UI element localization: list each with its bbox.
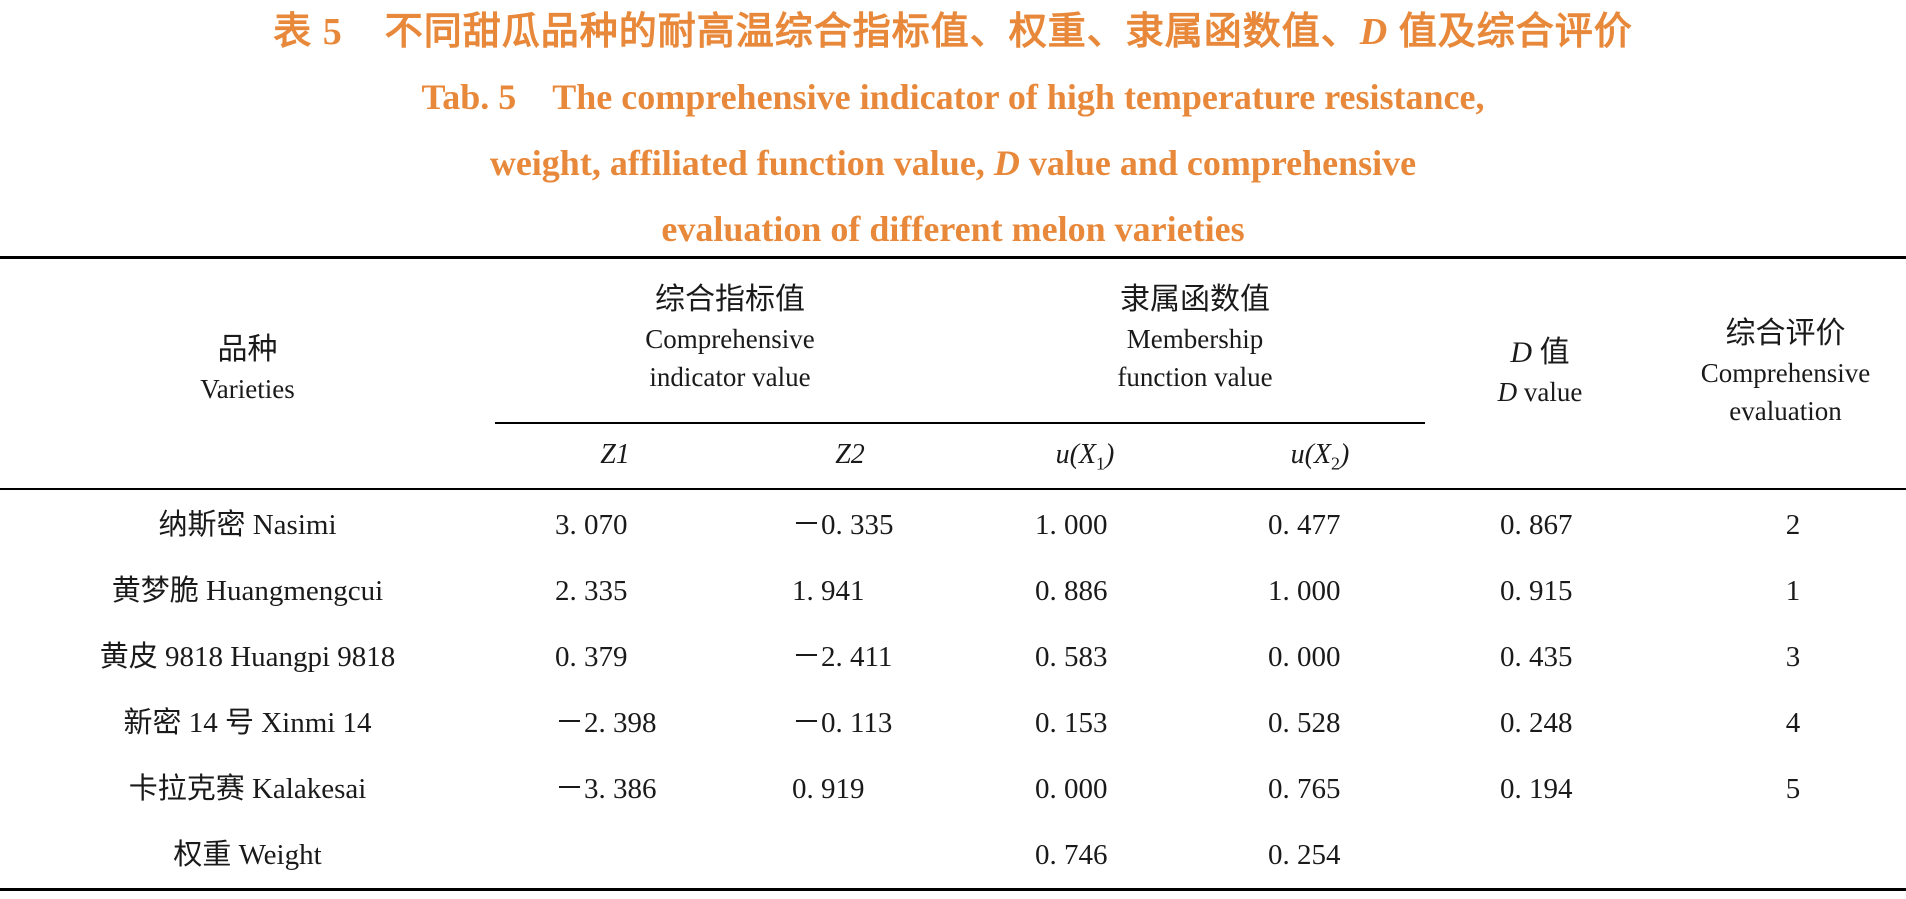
cell-z1: －3. 386: [555, 773, 657, 805]
cell-u2: 0. 528: [1268, 707, 1341, 739]
header-ci-en2: indicator value: [649, 362, 811, 392]
table-row: 黄梦脆 Huangmengcui 2. 335 1. 941 0. 886 1.…: [0, 558, 1906, 624]
header-sub-rule-right: [785, 422, 1425, 424]
cell-d-value: 0. 194: [1500, 773, 1573, 805]
cell-d-value: 0. 915: [1500, 575, 1573, 607]
header-ci-en1: Comprehensive: [645, 324, 815, 354]
header-u1-base: u(X: [1055, 439, 1097, 470]
table-bottom-rule: [0, 888, 1906, 891]
caption-chinese: 表 5 不同甜瓜品种的耐高温综合指标值、权重、隶属函数值、D 值及综合评价: [0, 8, 1906, 56]
table-row: 卡拉克赛 Kalakesai －3. 386 0. 919 0. 000 0. …: [0, 756, 1906, 822]
cell-u1: 0. 886: [1035, 575, 1108, 607]
cell-d-value: [1500, 822, 1660, 888]
header-d-cn: D 值: [1455, 333, 1625, 373]
cell-z1: －2. 398: [555, 707, 657, 739]
cell-evaluation: 4: [1785, 707, 1801, 739]
table-top-rule: [0, 256, 1906, 259]
table-row: 纳斯密 Nasimi 3. 070 －0. 335 1. 000 0. 477 …: [0, 492, 1906, 558]
header-u1: u(X1): [1020, 435, 1150, 484]
cell-variety: 新密 14 号 Xinmi 14: [123, 707, 372, 739]
cell-evaluation: 1: [1785, 575, 1801, 607]
header-d-cn-letter: D: [1510, 336, 1533, 369]
cell-z2: －0. 113: [792, 707, 893, 739]
header-u1-end: ): [1105, 439, 1115, 470]
caption-english-line2: weight, affiliated function value, D val…: [0, 141, 1906, 185]
header-u2-sub: 2: [1331, 453, 1341, 474]
cell-variety: 黄梦脆 Huangmengcui: [111, 575, 384, 607]
header-d-en-letter: D: [1497, 377, 1518, 407]
caption-english-line2-d: D: [993, 143, 1020, 183]
cell-u2: 0. 765: [1268, 773, 1341, 805]
header-d-cn-rest: 值: [1532, 336, 1570, 369]
cell-evaluation: 2: [1785, 509, 1801, 541]
cell-u1: 0. 583: [1035, 641, 1108, 673]
header-varieties-en: Varieties: [200, 374, 295, 404]
caption-english-line2-b: value and comprehensive: [1019, 143, 1417, 183]
caption-english-line1: Tab. 5 The comprehensive indicator of hi…: [421, 77, 1485, 117]
cell-u1: 1. 000: [1035, 509, 1108, 541]
cell-z1: 0. 379: [555, 641, 628, 673]
cell-u2: 0. 254: [1268, 839, 1341, 871]
header-d-value: D 值 D value: [1455, 333, 1625, 411]
cell-z2: [792, 822, 952, 888]
header-ci-cn: 综合指标值: [655, 283, 805, 316]
table-row-weight: 权重 Weight 0. 746 0. 254: [0, 822, 1906, 888]
header-comprehensive-indicator: 综合指标值 Comprehensive indicator value: [555, 280, 905, 396]
header-eval-en1: Comprehensive: [1700, 358, 1871, 388]
header-d-en: D value: [1455, 373, 1625, 411]
header-u1-sub: 1: [1096, 453, 1106, 474]
cell-z2: －2. 411: [792, 641, 893, 673]
cell-u1: 0. 746: [1035, 839, 1108, 871]
cell-u2: 1. 000: [1268, 575, 1341, 607]
cell-z2: 0. 919: [792, 773, 865, 805]
cell-d-value: 0. 248: [1500, 707, 1573, 739]
cell-evaluation: 3: [1785, 641, 1801, 673]
header-varieties: 品种 Varieties: [0, 330, 495, 408]
cell-u1: 0. 000: [1035, 773, 1108, 805]
header-u2-base: u(X: [1290, 439, 1332, 470]
table-row: 黄皮 9818 Huangpi 9818 0. 379 －2. 411 0. 5…: [0, 624, 1906, 690]
header-comprehensive-evaluation: 综合评价 Comprehensive evaluation: [1665, 314, 1906, 430]
header-varieties-cn: 品种: [217, 333, 278, 366]
cell-variety: 纳斯密 Nasimi: [158, 509, 337, 541]
cell-z2: 1. 941: [792, 575, 865, 607]
header-mf-cn: 隶属函数值: [1120, 283, 1270, 316]
cell-evaluation: [1680, 822, 1906, 888]
header-z2: Z2: [835, 439, 865, 470]
cell-variety: 卡拉克赛 Kalakesai: [128, 773, 367, 805]
caption-chinese-text-a: 不同甜瓜品种的耐高温综合指标值、权重、隶属函数值、: [384, 11, 1360, 53]
cell-z1: 2. 335: [555, 575, 628, 607]
cell-z1: [555, 822, 715, 888]
header-sub-rule-left: [495, 422, 785, 424]
header-u2: u(X2): [1255, 435, 1385, 484]
cell-z2: －0. 335: [792, 509, 894, 541]
header-d-en-rest: value: [1517, 377, 1583, 407]
cell-u2: 0. 000: [1268, 641, 1341, 673]
cell-d-value: 0. 867: [1500, 509, 1573, 541]
header-eval-cn: 综合评价: [1725, 317, 1846, 350]
header-z1: Z1: [600, 439, 630, 470]
table-row: 新密 14 号 Xinmi 14 －2. 398 －0. 113 0. 153 …: [0, 690, 1906, 756]
cell-variety: 黄皮 9818 Huangpi 9818: [99, 641, 396, 673]
caption-english-line2-a: weight, affiliated function value,: [489, 143, 994, 183]
caption-english-line3: evaluation of different melon varieties: [661, 209, 1245, 249]
cell-z1: 3. 070: [555, 509, 628, 541]
caption-chinese-text-b: 值及综合评价: [1388, 11, 1633, 53]
caption-chinese-d: D: [1359, 11, 1389, 53]
header-u2-end: ): [1340, 439, 1350, 470]
header-mf-en2: function value: [1117, 362, 1273, 392]
cell-u1: 0. 153: [1035, 707, 1108, 739]
cell-variety: 权重 Weight: [173, 839, 322, 871]
cell-evaluation: 5: [1785, 773, 1801, 805]
header-eval-en2: evaluation: [1729, 396, 1842, 426]
header-bottom-rule: [0, 488, 1906, 490]
header-mf-en1: Membership: [1126, 324, 1264, 354]
cell-u2: 0. 477: [1268, 509, 1341, 541]
header-membership-function: 隶属函数值 Membership function value: [1020, 280, 1370, 396]
caption-table-number: 表 5: [273, 11, 343, 53]
cell-d-value: 0. 435: [1500, 641, 1573, 673]
